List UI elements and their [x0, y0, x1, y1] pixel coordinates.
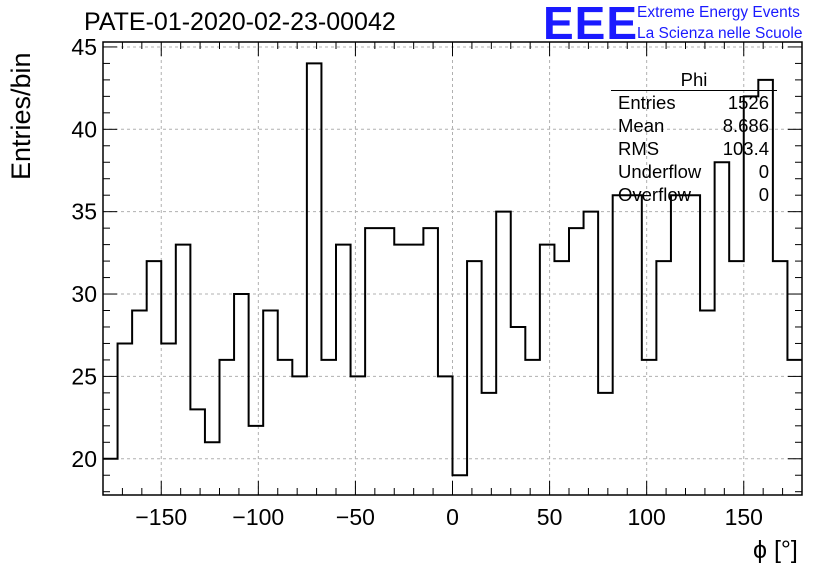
stats-box-name: Phi: [611, 70, 777, 91]
histogram-bin: [613, 195, 628, 495]
histogram-bin: [773, 261, 788, 495]
histogram-bin: [132, 311, 147, 495]
y-tick-label: 30: [71, 281, 97, 307]
histogram-bin: [671, 195, 686, 495]
histogram-bin: [351, 376, 366, 495]
histogram-bin: [627, 195, 642, 495]
y-axis-label: Entries/bin: [6, 52, 36, 180]
x-axis-label: ϕ [°]: [753, 536, 798, 564]
stats-row-rms: RMS 103.4: [611, 137, 777, 160]
stats-value: 0: [758, 184, 769, 205]
histogram-bin: [118, 343, 133, 495]
eee-logo: EEE: [543, 0, 639, 49]
histogram-bin: [423, 228, 438, 495]
histogram-bin: [598, 393, 613, 495]
histogram-bin: [147, 261, 162, 495]
histogram-bin: [686, 195, 701, 495]
histogram-bin: [205, 442, 220, 495]
y-tick-label: 35: [71, 199, 97, 225]
histogram-bin: [569, 228, 584, 495]
histogram-bin: [656, 261, 671, 495]
stats-key: RMS: [618, 138, 660, 159]
histogram-bin: [278, 360, 293, 495]
histogram-bin: [336, 245, 351, 495]
histogram-bin: [584, 212, 599, 495]
stats-box: Phi Entries 1526 Mean 8.686 RMS 103.4 Un…: [611, 70, 777, 206]
stats-value: 1526: [727, 92, 769, 113]
chart-title: PATE-01-2020-02-23-00042: [84, 8, 396, 36]
histogram-bin: [249, 426, 264, 495]
histogram-bin: [292, 376, 307, 495]
histogram-bin: [380, 228, 395, 495]
y-tick-label: 25: [71, 363, 97, 389]
y-tick-label: 40: [71, 116, 97, 142]
histogram-bin: [729, 261, 744, 495]
histogram-bin: [467, 261, 482, 495]
stats-value: 8.686: [722, 115, 769, 136]
histogram-bin: [365, 228, 380, 495]
x-tick-label: −50: [336, 504, 375, 530]
histogram-bin: [482, 393, 497, 495]
x-tick-label: 0: [446, 504, 459, 530]
histogram-bin: [642, 360, 657, 495]
histogram-bin: [438, 376, 453, 495]
logo-line-2: La Scienza nelle Scuole: [637, 25, 803, 42]
x-tick-label: −150: [135, 504, 187, 530]
histogram-bin: [409, 245, 424, 495]
histogram-bin: [554, 261, 569, 495]
histogram-bin: [161, 343, 176, 495]
histogram-bin: [525, 360, 540, 495]
histogram-bin: [700, 311, 715, 495]
histogram-bin: [190, 409, 205, 495]
stats-value: 103.4: [722, 138, 769, 159]
histogram-bin: [394, 245, 409, 495]
stats-row-mean: Mean 8.686: [611, 114, 777, 137]
stats-key: Mean: [618, 115, 665, 136]
x-tick-label: 50: [537, 504, 563, 530]
stats-value: 0: [758, 161, 769, 182]
histogram-bin: [103, 459, 118, 495]
histogram-line: [103, 62, 802, 477]
histogram-bin: [511, 327, 526, 495]
stats-row-underflow: Underflow 0: [611, 160, 777, 183]
x-tick-label: 150: [725, 504, 763, 530]
histogram-bin: [234, 294, 249, 495]
histogram-bin: [540, 245, 555, 495]
y-tick-label: 20: [71, 446, 97, 472]
histogram-bin: [176, 245, 191, 495]
logo-line-1: Extreme Energy Events: [637, 4, 800, 21]
y-tick-label: 45: [71, 34, 97, 60]
histogram-bin: [496, 212, 511, 495]
histogram-bin: [263, 311, 278, 495]
stats-key: Entries: [618, 92, 676, 113]
stats-key: Underflow: [618, 161, 702, 182]
stats-key: Overflow: [618, 184, 691, 205]
histogram-bin: [453, 475, 468, 495]
histogram-bin: [321, 360, 336, 495]
x-tick-label: −100: [232, 504, 284, 530]
stats-row-entries: Entries 1526: [611, 91, 777, 114]
x-tick-label: 100: [627, 504, 665, 530]
stats-row-overflow: Overflow 0: [611, 183, 777, 206]
histogram-bin: [307, 63, 322, 495]
histogram-bin: [220, 360, 235, 495]
